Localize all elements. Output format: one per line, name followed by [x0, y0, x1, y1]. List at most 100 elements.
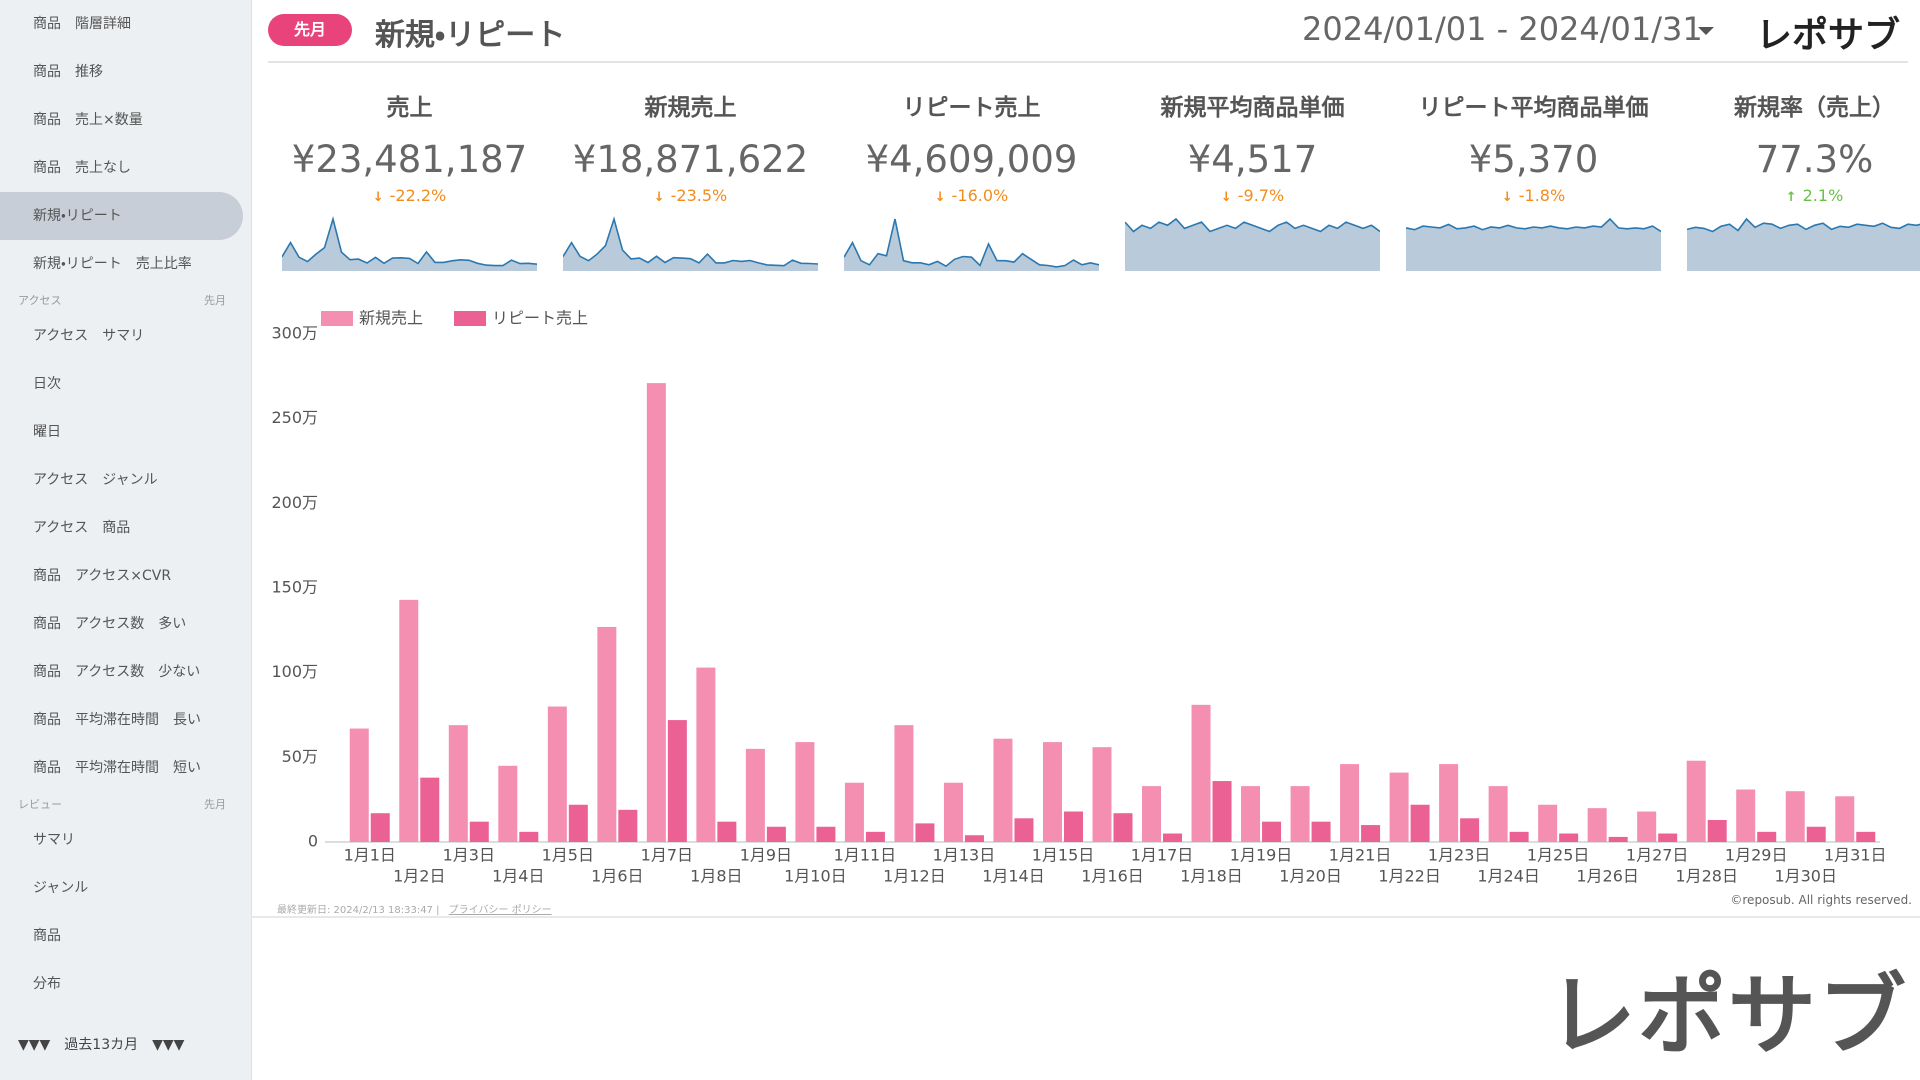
x-tick-label: 1月19日: [1230, 846, 1293, 865]
bar: [1608, 836, 1628, 842]
sidebar-section: アクセス 先月: [18, 292, 226, 308]
nav-item[interactable]: 商品 推移: [33, 64, 103, 80]
kpi-value: ¥23,481,187: [291, 138, 528, 181]
kpi-change: -16.0%: [831, 186, 1112, 205]
nav-item[interactable]: アクセス ジャンル: [33, 472, 158, 488]
x-tick-label: 1月8日: [690, 867, 742, 886]
nav-item[interactable]: 商品 アクセス数 多い: [33, 616, 187, 632]
nav-item[interactable]: 曜日: [33, 424, 61, 440]
nav-item[interactable]: サマリ: [33, 832, 75, 848]
nav-item[interactable]: 商品 アクセス数 少ない: [33, 664, 201, 680]
bar: [894, 725, 914, 842]
sidebar: 商品 階層詳細 商品 推移商品 売上×数量 商品 売上なし新規・リピート新規・リピー…: [0, 0, 252, 1080]
bar: [1311, 821, 1331, 842]
x-tick-label: 1月6日: [591, 867, 643, 886]
sparkline-line: [1406, 217, 1661, 233]
x-tick-label: 1月16日: [1081, 867, 1144, 886]
x-tick-label: 1月12日: [883, 867, 946, 886]
bar: [1587, 808, 1607, 842]
kpi-value: ¥18,871,622: [572, 138, 809, 181]
nav-item[interactable]: 日次: [33, 376, 61, 392]
nav-item[interactable]: 新規・リピート 売上比率: [33, 256, 192, 272]
nav-item[interactable]: 商品 平均滞在時間 短い: [33, 760, 201, 776]
bar: [667, 720, 687, 842]
x-tick-label: 1月3日: [443, 846, 495, 865]
bar: [1389, 772, 1409, 842]
nav-item[interactable]: アクセス サマリ: [33, 328, 145, 344]
divider: [268, 61, 1908, 63]
kpi-change: 2.1%: [1674, 186, 1920, 205]
kpi-value: ¥5,370: [1468, 138, 1599, 181]
bar: [1092, 747, 1112, 842]
bar: [717, 821, 737, 842]
nav-item[interactable]: 分布: [33, 976, 61, 992]
section-period: 先月: [204, 798, 226, 811]
period-badge[interactable]: 先月: [268, 14, 352, 46]
sparkline-line: [844, 218, 1099, 268]
kpi-title: リピート売上: [902, 95, 1041, 121]
x-tick-label: 1月18日: [1180, 867, 1243, 886]
y-tick-label: 150万: [271, 578, 318, 597]
bar: [1113, 813, 1133, 842]
kpi-title: 新規率（売上）: [1734, 95, 1895, 121]
x-tick-label: 1月28日: [1675, 867, 1738, 886]
nav-item[interactable]: ジャンル: [33, 880, 89, 896]
copyright: ©reposub. All rights reserved.: [1730, 893, 1912, 907]
nav-item[interactable]: 商品 売上×数量: [33, 112, 143, 128]
bar: [1686, 760, 1706, 842]
sparkline: [844, 218, 1099, 271]
y-tick-label: 250万: [271, 408, 318, 427]
kpi-change: -22.2%: [269, 186, 550, 205]
kpi-change: -1.8%: [1393, 186, 1674, 205]
bar: [498, 765, 518, 842]
privacy-link[interactable]: プライバシー ポリシー: [448, 905, 552, 916]
x-tick-label: 1月2日: [393, 867, 445, 886]
x-tick-label: 1月17日: [1131, 846, 1194, 865]
sparkline-line: [563, 216, 818, 267]
bar: [1757, 831, 1777, 842]
kpi-card: 新規売上 ¥18,871,622 -23.5%: [550, 88, 831, 271]
kpi-card: リピート平均商品単価 ¥5,370 -1.8%: [1393, 88, 1674, 271]
bar: [1835, 796, 1855, 842]
date-range[interactable]: 2024/01/01 - 2024/01/31: [1302, 10, 1703, 48]
x-tick-label: 1月9日: [740, 846, 792, 865]
nav-item[interactable]: 新規・リピート: [0, 192, 243, 240]
x-tick-label: 1月31日: [1824, 846, 1887, 865]
sparkline-line: [1125, 217, 1380, 233]
bar: [696, 667, 716, 842]
x-tick-label: 1月11日: [834, 846, 897, 865]
nav-item[interactable]: 商品 アクセス×CVR: [33, 568, 172, 584]
bar: [1806, 826, 1826, 842]
nav-item[interactable]: アクセス 商品: [33, 520, 131, 536]
bar: [547, 706, 567, 842]
nav-item[interactable]: 商品 売上なし: [33, 160, 131, 176]
kpi-card: 売上 ¥23,481,187 -22.2%: [269, 88, 550, 271]
nav-item[interactable]: 商品: [33, 928, 61, 944]
bar: [865, 831, 885, 842]
y-tick-label: 300万: [271, 324, 318, 343]
bar: [943, 782, 963, 842]
bar: [1063, 811, 1083, 842]
x-tick-label: 1月4日: [492, 867, 544, 886]
bar: [745, 748, 765, 842]
dropdown-caret[interactable]: [1698, 27, 1714, 35]
x-tick-label: 1月15日: [1032, 846, 1095, 865]
bar: [1410, 804, 1430, 842]
bar: [1707, 819, 1727, 842]
kpi-value: 77.3%: [1755, 138, 1874, 181]
kpi-change: -23.5%: [550, 186, 831, 205]
bar: [1736, 789, 1756, 842]
more-link[interactable]: ▼▼▼ 過去13カ月 ▼▼▼: [18, 1037, 185, 1053]
sidebar-section: レビュー 先月: [18, 796, 226, 812]
nav-item[interactable]: 商品 平均滞在時間 長い: [33, 712, 201, 728]
x-tick-label: 1月26日: [1576, 867, 1639, 886]
x-tick-label: 1月13日: [933, 846, 996, 865]
x-tick-label: 1月24日: [1477, 867, 1540, 886]
sparkline-area: [1125, 219, 1380, 271]
bar: [1340, 764, 1360, 842]
bar: [1241, 786, 1261, 842]
bar: [1439, 764, 1459, 842]
nav-item[interactable]: 商品 階層詳細: [33, 16, 131, 32]
legend-swatch: [454, 311, 486, 326]
bar: [1014, 818, 1034, 842]
